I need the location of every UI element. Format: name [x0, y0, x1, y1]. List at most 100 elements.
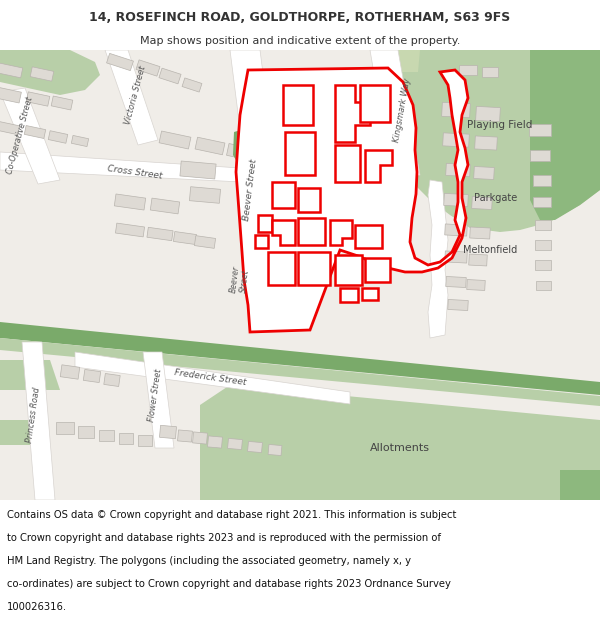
Text: Allotments: Allotments — [370, 443, 430, 453]
Polygon shape — [365, 150, 392, 182]
Polygon shape — [143, 352, 174, 448]
Polygon shape — [428, 180, 448, 338]
Bar — [459, 65, 477, 75]
Bar — [536, 281, 551, 289]
Bar — [448, 299, 468, 311]
Bar — [529, 124, 551, 136]
Text: Victoria Street: Victoria Street — [123, 64, 147, 126]
Text: Parkgate: Parkgate — [475, 193, 518, 203]
Bar — [104, 374, 120, 386]
Bar — [445, 224, 467, 236]
Polygon shape — [0, 322, 600, 395]
Polygon shape — [378, 50, 420, 72]
Text: to Crown copyright and database rights 2023 and is reproduced with the permissio: to Crown copyright and database rights 2… — [7, 533, 441, 543]
Bar — [467, 279, 485, 291]
Bar — [71, 136, 89, 147]
Text: Contains OS data © Crown copyright and database right 2021. This information is : Contains OS data © Crown copyright and d… — [7, 510, 457, 520]
Bar — [30, 67, 54, 81]
Bar — [535, 260, 551, 270]
Bar — [208, 436, 223, 448]
Bar — [83, 369, 101, 382]
Bar — [268, 444, 282, 456]
Bar — [470, 227, 490, 239]
Polygon shape — [355, 225, 382, 248]
Polygon shape — [298, 188, 320, 212]
Polygon shape — [268, 252, 295, 285]
Bar — [476, 106, 500, 122]
Polygon shape — [0, 152, 242, 182]
Bar — [0, 62, 23, 78]
Text: co-ordinates) are subject to Crown copyright and database rights 2023 Ordnance S: co-ordinates) are subject to Crown copyr… — [7, 579, 451, 589]
Polygon shape — [382, 80, 406, 92]
Bar — [482, 67, 498, 77]
Polygon shape — [335, 85, 370, 142]
Polygon shape — [233, 128, 260, 164]
Bar — [78, 426, 94, 438]
Bar — [115, 223, 145, 237]
Polygon shape — [236, 68, 468, 332]
Bar — [178, 430, 193, 442]
Text: Playing Field: Playing Field — [467, 120, 533, 130]
Bar — [147, 228, 173, 241]
Polygon shape — [105, 50, 158, 145]
Polygon shape — [0, 360, 60, 390]
Text: Princess Road: Princess Road — [25, 387, 41, 443]
Polygon shape — [258, 215, 272, 232]
Polygon shape — [22, 342, 55, 500]
Bar — [535, 220, 551, 230]
Polygon shape — [298, 218, 325, 245]
Bar — [446, 276, 466, 288]
Bar — [119, 432, 133, 444]
Bar — [151, 198, 179, 214]
Bar — [446, 163, 470, 177]
Polygon shape — [370, 50, 420, 180]
Polygon shape — [272, 182, 295, 208]
Bar — [190, 187, 221, 203]
Polygon shape — [365, 258, 390, 282]
Bar — [472, 196, 493, 209]
Text: Co-Operative Street: Co-Operative Street — [5, 96, 35, 174]
Bar — [469, 254, 487, 266]
Text: Cross Street: Cross Street — [107, 164, 163, 180]
Bar — [56, 422, 74, 434]
Bar — [0, 87, 22, 103]
Polygon shape — [390, 50, 600, 232]
Bar — [98, 429, 113, 441]
Bar — [530, 149, 550, 161]
Bar — [227, 438, 242, 449]
Polygon shape — [340, 288, 358, 302]
Bar — [194, 236, 215, 248]
Text: Frederick Street: Frederick Street — [173, 369, 247, 388]
Bar — [138, 434, 152, 446]
Polygon shape — [335, 145, 360, 182]
Polygon shape — [335, 255, 362, 285]
Bar — [0, 121, 20, 135]
Text: HM Land Registry. The polygons (including the associated geometry, namely x, y: HM Land Registry. The polygons (includin… — [7, 556, 411, 566]
Bar — [195, 138, 225, 155]
Polygon shape — [283, 85, 313, 125]
Polygon shape — [0, 420, 30, 445]
Polygon shape — [530, 50, 600, 220]
Bar — [173, 231, 197, 244]
Bar — [182, 78, 202, 92]
Polygon shape — [0, 88, 60, 184]
Bar — [60, 365, 80, 379]
Text: Beever
Street: Beever Street — [229, 266, 251, 294]
Bar — [26, 92, 50, 106]
Text: Map shows position and indicative extent of the property.: Map shows position and indicative extent… — [140, 36, 460, 46]
Polygon shape — [200, 385, 600, 500]
Text: Beever Street: Beever Street — [242, 159, 258, 221]
Polygon shape — [272, 220, 295, 245]
Bar — [533, 197, 551, 207]
Bar — [136, 60, 160, 76]
Polygon shape — [330, 220, 352, 245]
Bar — [442, 102, 470, 118]
Polygon shape — [255, 235, 268, 248]
Bar — [159, 131, 191, 149]
Bar — [475, 136, 497, 150]
Text: Flower Street: Flower Street — [147, 368, 163, 422]
Text: Kingsmark Way: Kingsmark Way — [392, 78, 412, 142]
Text: 100026316.: 100026316. — [7, 602, 67, 612]
Bar — [535, 240, 551, 250]
Bar — [159, 68, 181, 84]
